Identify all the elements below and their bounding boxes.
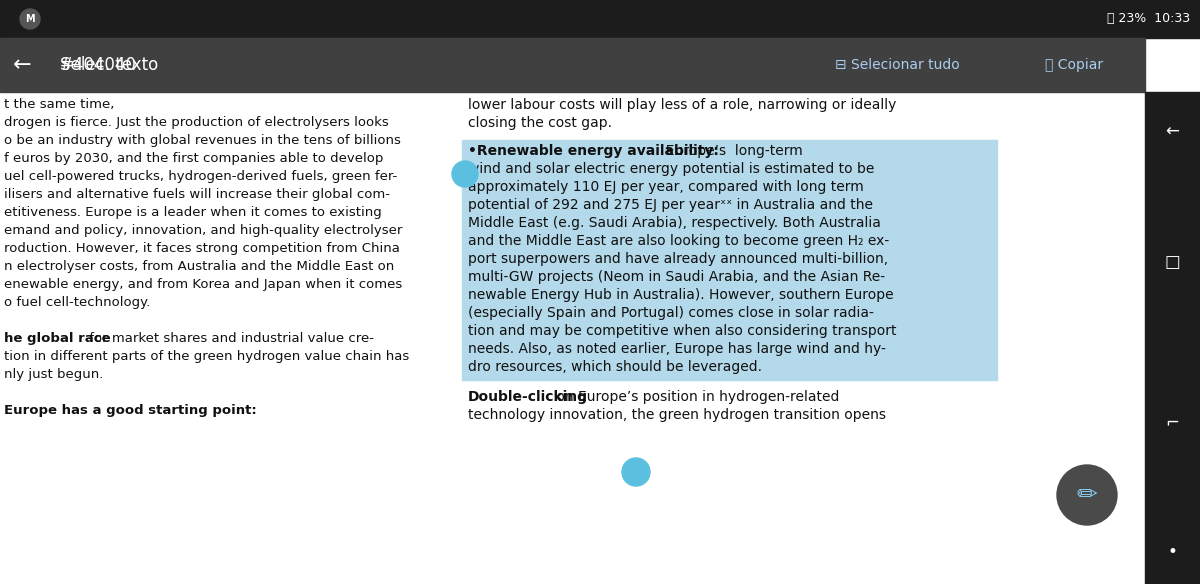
Bar <box>0 38 1145 92</box>
Text: tion and may be competitive when also considering transport: tion and may be competitive when also co… <box>468 324 896 338</box>
Text: Europe’s  long-term: Europe’s long-term <box>658 144 803 158</box>
Circle shape <box>20 9 40 29</box>
Circle shape <box>1057 465 1117 525</box>
Bar <box>1145 92 1200 584</box>
Text: (especially Spain and Portugal) comes close in solar radia-: (especially Spain and Portugal) comes cl… <box>468 306 874 320</box>
Text: 🔋 23%  10:33: 🔋 23% 10:33 <box>1106 12 1190 26</box>
Text: Middle East (e.g. Saudi Arabia), respectively. Both Australia: Middle East (e.g. Saudi Arabia), respect… <box>468 216 881 230</box>
Text: for market shares and industrial value cre-: for market shares and industrial value c… <box>85 332 374 345</box>
Text: closing the cost gap.: closing the cost gap. <box>468 116 612 130</box>
Text: approximately 110 EJ per year, compared with long term: approximately 110 EJ per year, compared … <box>468 180 864 194</box>
Text: drogen is fierce. Just the production of electrolysers looks: drogen is fierce. Just the production of… <box>4 116 389 129</box>
Text: f euros by 2030, and the first companies able to develop: f euros by 2030, and the first companies… <box>4 152 383 165</box>
Text: needs. Also, as noted earlier, Europe has large wind and hy-: needs. Also, as noted earlier, Europe ha… <box>468 342 886 356</box>
Text: ←: ← <box>1165 123 1180 141</box>
Text: uel cell-powered trucks, hydrogen-derived fuels, green fer-: uel cell-powered trucks, hydrogen-derive… <box>4 170 397 183</box>
Text: tion in different parts of the green hydrogen value chain has: tion in different parts of the green hyd… <box>4 350 409 363</box>
Text: roduction. However, it faces strong competition from China: roduction. However, it faces strong comp… <box>4 242 400 255</box>
Text: lower labour costs will play less of a role, narrowing or ideally: lower labour costs will play less of a r… <box>468 98 896 112</box>
Text: etitiveness. Europe is a leader when it comes to existing: etitiveness. Europe is a leader when it … <box>4 206 382 219</box>
Text: newable Energy Hub in Australia). However, southern Europe: newable Energy Hub in Australia). Howeve… <box>468 288 894 302</box>
Text: •: • <box>1168 543 1177 561</box>
Text: technology innovation, the green hydrogen transition opens: technology innovation, the green hydroge… <box>468 408 886 422</box>
Text: n electrolyser costs, from Australia and the Middle East on: n electrolyser costs, from Australia and… <box>4 260 395 273</box>
Bar <box>462 140 997 380</box>
Text: he global race: he global race <box>4 332 110 345</box>
Text: emand and policy, innovation, and high-quality electrolyser: emand and policy, innovation, and high-q… <box>4 224 402 237</box>
Text: and the Middle East are also looking to become green H₂ ex-: and the Middle East are also looking to … <box>468 234 889 248</box>
Text: M: M <box>25 14 35 24</box>
Text: wind and solar electric energy potential is estimated to be: wind and solar electric energy potential… <box>468 162 875 176</box>
Text: on Europe’s position in hydrogen-related: on Europe’s position in hydrogen-related <box>552 390 839 404</box>
Text: multi-GW projects (Neom in Saudi Arabia, and the Asian Re-: multi-GW projects (Neom in Saudi Arabia,… <box>468 270 886 284</box>
Text: ilisers and alternative fuels will increase their global com-: ilisers and alternative fuels will incre… <box>4 188 390 201</box>
Text: nly just begun.: nly just begun. <box>4 368 103 381</box>
Text: o be an industry with global revenues in the tens of billions: o be an industry with global revenues in… <box>4 134 401 147</box>
Text: t the same time,: t the same time, <box>4 98 114 111</box>
Circle shape <box>622 458 650 486</box>
Text: Double-clicking: Double-clicking <box>468 390 588 404</box>
Text: ←: ← <box>13 55 31 75</box>
Text: ⬜ Copiar: ⬜ Copiar <box>1045 58 1103 72</box>
Text: enewable energy, and from Korea and Japan when it comes: enewable energy, and from Korea and Japa… <box>4 278 402 291</box>
Text: ⌐: ⌐ <box>1165 413 1180 431</box>
Text: port superpowers and have already announced multi-billion,: port superpowers and have already announ… <box>468 252 888 266</box>
Text: ●: ● <box>22 9 38 29</box>
Text: #404040: #404040 <box>60 56 137 74</box>
Text: •Renewable energy availability:: •Renewable energy availability: <box>468 144 719 158</box>
Text: ⊟ Selecionar tudo: ⊟ Selecionar tudo <box>835 58 960 72</box>
Text: □: □ <box>1165 253 1181 271</box>
Text: potential of 292 and 275 EJ per yearˣˣ in Australia and the: potential of 292 and 275 EJ per yearˣˣ i… <box>468 198 874 212</box>
Text: Selec. texto: Selec. texto <box>60 56 158 74</box>
Bar <box>0 0 1200 38</box>
Text: ✏: ✏ <box>1076 483 1098 507</box>
Text: Europe has a good starting point:: Europe has a good starting point: <box>4 404 257 417</box>
Text: o fuel cell-technology.: o fuel cell-technology. <box>4 296 150 309</box>
Text: dro resources, which should be leveraged.: dro resources, which should be leveraged… <box>468 360 762 374</box>
Circle shape <box>452 161 478 187</box>
